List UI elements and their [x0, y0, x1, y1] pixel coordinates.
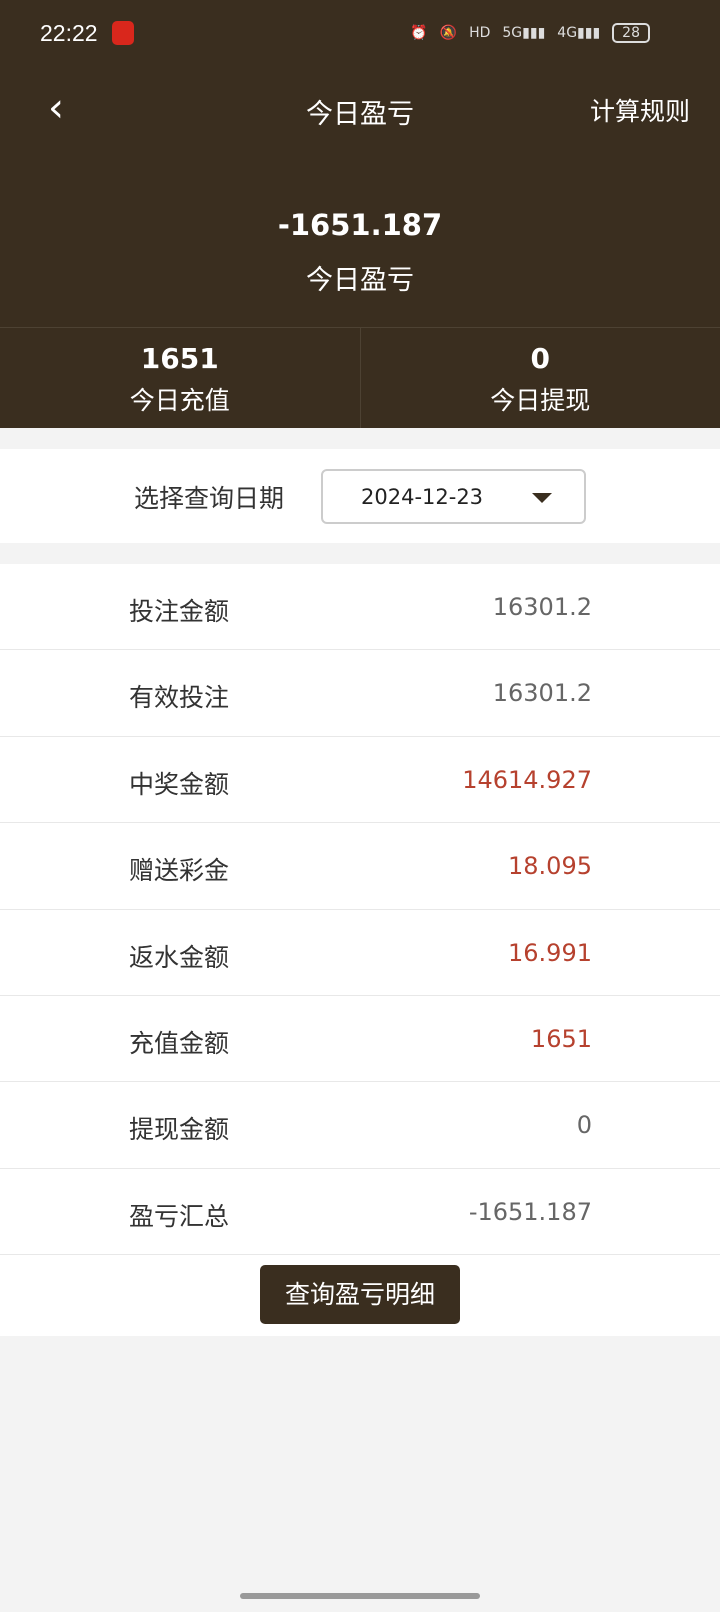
stat-value: 1651	[140, 342, 219, 375]
row-value: 18.095	[508, 852, 592, 881]
list-item: 返水金额 16.991	[0, 910, 720, 996]
list-item: 充值金额 1651	[0, 996, 720, 1083]
stat-label: 今日提现	[490, 386, 591, 415]
today-profit-label: 今日盈亏	[306, 265, 414, 296]
network-label: 4G	[557, 25, 578, 41]
row-label: 有效投注	[129, 683, 230, 713]
list-item: 盈亏汇总 -1651.187	[0, 1169, 720, 1256]
list-item: 提现金额 0	[0, 1082, 720, 1169]
signal-4g-icon: 4G▮▮▮	[557, 25, 601, 41]
app-notification-icon	[111, 21, 134, 45]
row-value: 14614.927	[462, 765, 592, 794]
battery-icon: 28	[612, 23, 650, 43]
hd-icon: HD	[469, 25, 491, 41]
page-title: 今日盈亏	[306, 99, 414, 130]
status-bar: 22:22 ⏰ 🔕 HD 5G▮▮▮ 4G▮▮▮ 28	[40, 18, 650, 48]
stat-value: 0	[530, 342, 550, 375]
home-indicator[interactable]	[240, 1593, 480, 1599]
alarm-icon: ⏰	[410, 25, 428, 41]
row-value: -1651.187	[468, 1197, 592, 1226]
today-profit-amount: -1651.187	[277, 208, 443, 242]
date-filter: 选择查询日期 2024-12-23	[0, 449, 720, 543]
caret-down-icon	[532, 493, 552, 503]
row-value: 16.991	[508, 938, 592, 967]
row-label: 提现金额	[129, 1115, 230, 1145]
mute-icon: 🔕	[439, 25, 458, 41]
rules-link[interactable]: 计算规则	[589, 97, 690, 126]
list-item: 投注金额 16301.2	[0, 564, 720, 651]
row-label: 充值金额	[129, 1028, 230, 1058]
stat-deposit: 1651 今日充值	[0, 328, 360, 428]
back-icon[interactable]: ‹	[48, 85, 64, 131]
header: 22:22 ⏰ 🔕 HD 5G▮▮▮ 4G▮▮▮ 28 ‹ 今日盈亏 计算规则 …	[0, 0, 720, 428]
row-label: 投注金额	[129, 597, 230, 626]
row-value: 0	[576, 1111, 592, 1140]
row-value: 16301.2	[492, 593, 592, 621]
row-label: 盈亏汇总	[129, 1201, 230, 1231]
stat-withdraw: 0 今日提现	[359, 328, 720, 428]
stats-row: 1651 今日充值 0 今日提现	[0, 327, 720, 428]
row-value: 16301.2	[492, 679, 592, 708]
list-item: 中奖金额 14614.927	[0, 737, 720, 824]
date-label: 选择查询日期	[134, 484, 285, 513]
list-item: 有效投注 16301.2	[0, 650, 720, 737]
query-detail-button[interactable]: 查询盈亏明细	[260, 1265, 460, 1324]
date-value: 2024-12-23	[361, 485, 484, 509]
network-label: 5G	[502, 25, 523, 41]
row-label: 返水金额	[129, 942, 230, 972]
profit-detail-list: 投注金额 16301.2 有效投注 16301.2 中奖金额 14614.927 赠送…	[0, 564, 720, 1336]
row-label: 中奖金额	[129, 769, 230, 799]
date-select[interactable]: 2024-12-23	[321, 469, 586, 524]
row-value: 1651	[530, 1024, 592, 1053]
stat-label: 今日充值	[129, 386, 230, 415]
row-label: 赠送彩金	[129, 856, 230, 886]
list-item: 赠送彩金 18.095	[0, 823, 720, 910]
signal-5g-icon: 5G▮▮▮	[502, 25, 546, 41]
clock: 22:22	[40, 19, 98, 46]
